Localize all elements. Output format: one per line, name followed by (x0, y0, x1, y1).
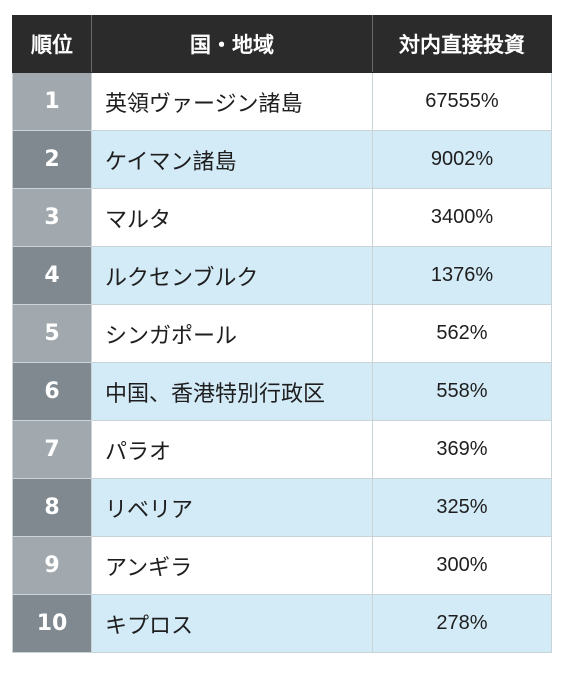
table-body: 1 英領ヴァージン諸島 67555% 2 ケイマン諸島 9002% 3 マルタ … (12, 72, 552, 653)
table-row: 3 マルタ 3400% (12, 188, 552, 247)
fdi-value-cell: 67555% (372, 72, 552, 131)
rank-cell: 10 (12, 594, 92, 653)
country-cell: アンギラ (91, 536, 373, 595)
table-row: 1 英領ヴァージン諸島 67555% (12, 72, 552, 131)
country-cell: ルクセンブルク (91, 246, 373, 305)
country-cell: リベリア (91, 478, 373, 537)
table-row: 10 キプロス 278% (12, 594, 552, 653)
country-column-header: 国・地域 (91, 15, 373, 73)
header-row: 順位 国・地域 対内直接投資 (12, 15, 552, 73)
fdi-value-cell: 278% (372, 594, 552, 653)
rank-cell: 4 (12, 246, 92, 305)
fdi-value-cell: 325% (372, 478, 552, 537)
fdi-ranking-table: 順位 国・地域 対内直接投資 1 英領ヴァージン諸島 67555% 2 ケイマン… (12, 15, 552, 653)
fdi-value-cell: 558% (372, 362, 552, 421)
country-cell: パラオ (91, 420, 373, 479)
rank-cell: 9 (12, 536, 92, 595)
fdi-value-cell: 1376% (372, 246, 552, 305)
fdi-value-cell: 300% (372, 536, 552, 595)
table-row: 8 リベリア 325% (12, 478, 552, 537)
country-cell: マルタ (91, 188, 373, 247)
fdi-value-cell: 369% (372, 420, 552, 479)
fdi-value-cell: 562% (372, 304, 552, 363)
table-header: 順位 国・地域 対内直接投資 (12, 15, 552, 73)
rank-cell: 8 (12, 478, 92, 537)
rank-cell: 5 (12, 304, 92, 363)
country-cell: キプロス (91, 594, 373, 653)
rank-column-header: 順位 (12, 15, 92, 73)
country-cell: シンガポール (91, 304, 373, 363)
fdi-column-header: 対内直接投資 (372, 15, 552, 73)
rank-cell: 1 (12, 72, 92, 131)
fdi-value-cell: 9002% (372, 130, 552, 189)
rank-cell: 7 (12, 420, 92, 479)
rank-cell: 6 (12, 362, 92, 421)
table-row: 2 ケイマン諸島 9002% (12, 130, 552, 189)
rank-cell: 3 (12, 188, 92, 247)
rank-cell: 2 (12, 130, 92, 189)
table-row: 9 アンギラ 300% (12, 536, 552, 595)
table-row: 5 シンガポール 562% (12, 304, 552, 363)
table-row: 7 パラオ 369% (12, 420, 552, 479)
country-cell: ケイマン諸島 (91, 130, 373, 189)
country-cell: 英領ヴァージン諸島 (91, 72, 373, 131)
country-cell: 中国、香港特別行政区 (91, 362, 373, 421)
table-row: 4 ルクセンブルク 1376% (12, 246, 552, 305)
table-row: 6 中国、香港特別行政区 558% (12, 362, 552, 421)
fdi-value-cell: 3400% (372, 188, 552, 247)
